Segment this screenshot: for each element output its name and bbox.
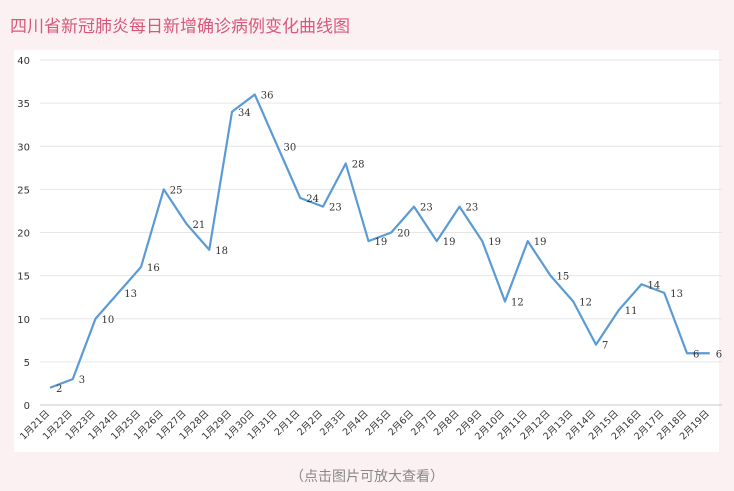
data-label: 28 <box>352 160 365 171</box>
y-tick-label: 20 <box>17 229 30 240</box>
data-label: 2 <box>56 384 62 395</box>
data-label: 24 <box>306 194 319 205</box>
data-label: 11 <box>625 306 638 317</box>
data-label: 13 <box>670 289 683 300</box>
y-tick-label: 40 <box>17 56 30 67</box>
y-tick-label: 10 <box>17 315 30 326</box>
data-label: 10 <box>102 315 115 326</box>
data-label: 16 <box>147 263 160 274</box>
data-label: 23 <box>329 203 342 214</box>
data-label: 19 <box>534 237 547 248</box>
data-label: 25 <box>170 185 183 196</box>
data-label: 19 <box>375 237 388 248</box>
y-tick-label: 35 <box>17 99 30 110</box>
chart-title: 四川省新冠肺炎每日新增确诊病例变化曲线图 <box>10 17 350 37</box>
data-label: 19 <box>488 237 501 248</box>
plot-area <box>14 50 719 452</box>
series-line <box>49 93 710 389</box>
y-tick-label: 5 <box>24 358 30 369</box>
data-label: 23 <box>466 203 479 214</box>
y-tick-label: 0 <box>24 401 30 412</box>
y-tick-label: 25 <box>17 185 30 196</box>
enlarge-hint[interactable]: （点击图片可放大查看） <box>290 469 444 485</box>
data-label: 13 <box>124 289 137 300</box>
data-label: 30 <box>284 142 297 153</box>
data-label: 6 <box>693 349 699 360</box>
data-label: 34 <box>238 108 251 119</box>
data-label: 23 <box>420 203 433 214</box>
data-label: 21 <box>193 220 206 231</box>
y-tick-label: 30 <box>17 142 30 153</box>
data-label: 36 <box>261 91 274 102</box>
data-label: 6 <box>716 349 722 360</box>
data-label: 3 <box>79 375 85 386</box>
data-label: 14 <box>648 280 661 291</box>
data-label: 7 <box>602 341 608 352</box>
data-label: 20 <box>397 229 410 240</box>
data-label: 15 <box>557 272 570 283</box>
data-label: 12 <box>511 298 524 309</box>
y-tick-label: 15 <box>17 272 30 283</box>
data-label: 19 <box>443 237 456 248</box>
data-label: 18 <box>215 246 228 257</box>
data-label: 12 <box>579 298 592 309</box>
